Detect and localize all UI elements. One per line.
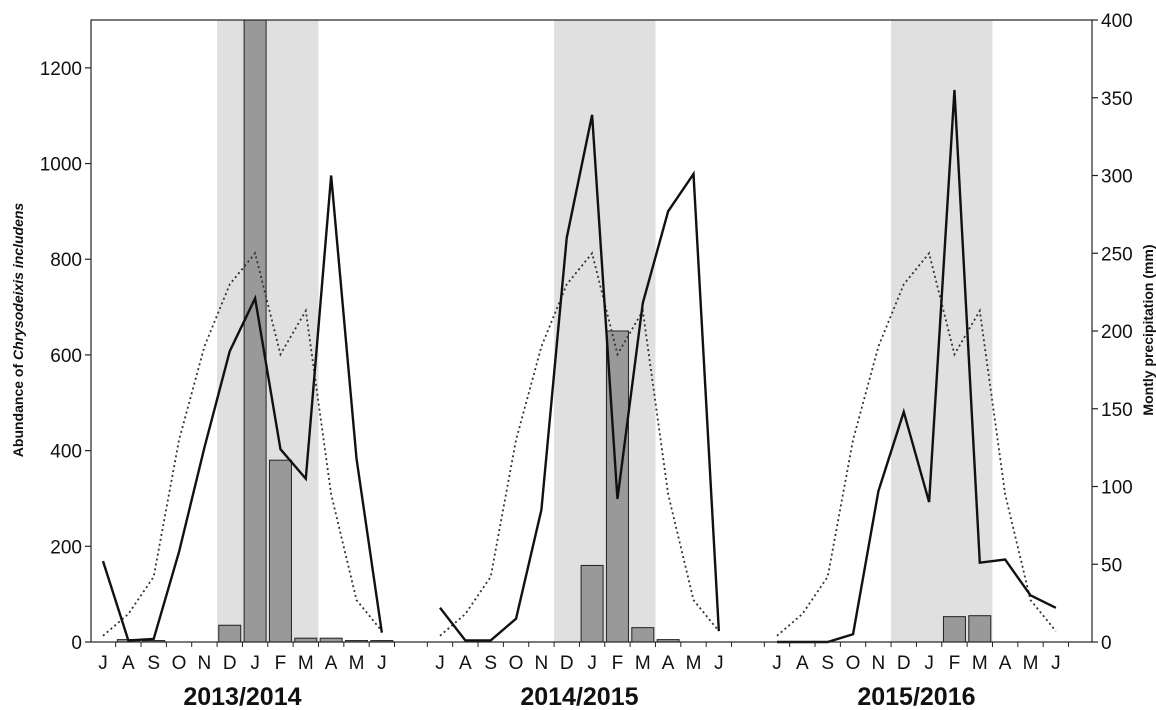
- month-label-s1-9: A: [325, 653, 338, 674]
- y-right-tick-label-100: 100: [1101, 478, 1133, 499]
- precip-line-1: [101, 175, 384, 642]
- y-left-tick-label-0: 0: [71, 633, 82, 654]
- y-right-tick-label-350: 350: [1101, 89, 1133, 110]
- bar-s1-7: [268, 459, 292, 643]
- rainy-season-shading: [217, 20, 993, 642]
- month-label-s1-8: M: [298, 653, 314, 674]
- y-right-tick-label-200: 200: [1101, 322, 1133, 343]
- bar-s1-6: [243, 19, 267, 643]
- historical-precip-line-1: [102, 251, 383, 637]
- y-right-tick-label-400: 400: [1101, 11, 1133, 32]
- month-label-s3-11: J: [1051, 653, 1061, 674]
- y-right-tick-label-0: 0: [1101, 633, 1112, 654]
- historical-precip-line-2: [439, 251, 720, 637]
- month-label-s1-3: O: [172, 653, 187, 674]
- month-label-s1-0: J: [98, 653, 108, 674]
- month-label-s2-6: J: [587, 653, 597, 674]
- axis-labels: Abundance of Chrysodeixis includens Mont…: [10, 203, 1156, 458]
- month-label-s3-10: M: [1023, 653, 1039, 674]
- y-left-tick-label-200: 200: [50, 537, 82, 558]
- bar-s2-6: [580, 564, 604, 643]
- month-label-s1-10: M: [349, 653, 365, 674]
- precip-line-2: [439, 114, 721, 642]
- bar-s3-8: [968, 615, 992, 643]
- month-label-s1-11: J: [377, 653, 387, 674]
- month-label-s2-2: S: [484, 653, 497, 674]
- bar-s2-8: [631, 627, 655, 643]
- month-label-s2-9: A: [662, 653, 675, 674]
- month-label-s1-2: S: [147, 653, 160, 674]
- month-label-s1-7: F: [275, 653, 287, 674]
- month-label-s3-2: S: [821, 653, 834, 674]
- month-label-s1-4: N: [198, 653, 212, 674]
- month-label-s3-4: N: [872, 653, 886, 674]
- y-right-tick-label-300: 300: [1101, 167, 1133, 188]
- month-label-s3-7: F: [949, 653, 961, 674]
- month-label-s1-6: J: [250, 653, 260, 674]
- y-right-tick-label-150: 150: [1101, 400, 1133, 421]
- historical-precip-line-3: [776, 251, 1057, 637]
- month-label-s3-0: J: [772, 653, 782, 674]
- abundance-bars: [116, 19, 992, 643]
- month-label-s2-8: M: [635, 653, 651, 674]
- y-left-tick-label-600: 600: [50, 346, 82, 367]
- month-label-s3-8: M: [972, 653, 988, 674]
- y-right-tick-label-50: 50: [1101, 555, 1122, 576]
- y-axis-left-title-prefix: Abundance of: [10, 360, 26, 457]
- month-label-s3-5: D: [897, 653, 911, 674]
- shade-band-1: [217, 20, 319, 642]
- month-label-s2-4: N: [535, 653, 549, 674]
- month-label-s3-1: A: [796, 653, 809, 674]
- month-label-s1-1: A: [122, 653, 135, 674]
- month-label-s3-6: J: [924, 653, 934, 674]
- y-axis-right-title: Montly precipitation (mm): [1140, 244, 1156, 415]
- y-axis-left-title: Abundance of Chrysodeixis includens: [10, 203, 26, 458]
- shade-band-3: [891, 20, 993, 642]
- month-label-s2-7: F: [612, 653, 624, 674]
- y-axis-left-title-species: Chrysodeixis includens: [10, 203, 26, 360]
- month-label-s2-0: J: [435, 653, 445, 674]
- y-right-tick-label-250: 250: [1101, 244, 1133, 265]
- month-label-s3-9: A: [999, 653, 1012, 674]
- month-label-s2-1: A: [459, 653, 472, 674]
- y-left-tick-label-800: 800: [50, 250, 82, 271]
- y-left-tick-label-1200: 1200: [40, 59, 82, 80]
- y-left-tick-label-400: 400: [50, 442, 82, 463]
- month-label-s2-5: D: [560, 653, 574, 674]
- month-label-s3-3: O: [846, 653, 861, 674]
- month-label-s1-5: D: [223, 653, 237, 674]
- month-label-s2-11: J: [714, 653, 724, 674]
- season-label-3: 2015/2016: [857, 683, 975, 710]
- month-label-s2-10: M: [686, 653, 702, 674]
- y-left-tick-label-1000: 1000: [40, 155, 82, 176]
- bar-s1-5: [218, 624, 242, 643]
- season-label-2: 2014/2015: [520, 683, 638, 710]
- season-label-1: 2013/2014: [183, 683, 301, 710]
- month-label-s2-3: O: [509, 653, 524, 674]
- bar-s3-7: [942, 616, 966, 643]
